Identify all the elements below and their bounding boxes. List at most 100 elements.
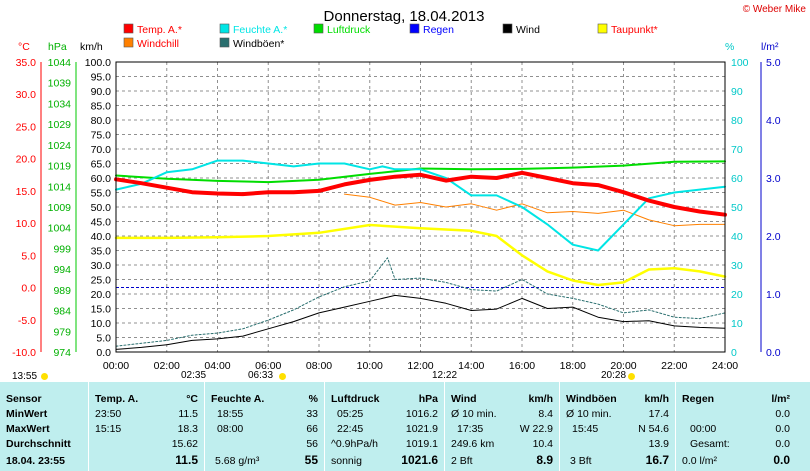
- humidity-tick-label: 40: [731, 231, 743, 243]
- temp-min-value: 11.5: [178, 408, 198, 420]
- legend-swatch: [219, 37, 230, 48]
- x-tick-label: 08:00: [306, 360, 332, 372]
- x-tick-label: 16:00: [509, 360, 535, 372]
- speed-tick-label: 75.0: [91, 130, 112, 142]
- wind-beaufort: 2 Bft: [451, 455, 473, 467]
- series-windb-en-line: [115, 257, 726, 347]
- legend-swatch: [123, 23, 134, 34]
- pressure-max-value: 1021.9: [405, 423, 438, 435]
- rain-tick-label: 5.0: [766, 57, 781, 69]
- wind-max-value: W 22.9: [519, 423, 553, 435]
- pressure-tick-label: 974: [53, 347, 71, 359]
- temp-tick-label: -10.0: [12, 347, 36, 359]
- rain-max-value: 0.0: [775, 423, 790, 435]
- speed-unit-label: km/h: [80, 41, 103, 53]
- humidity-tick-label: 20: [731, 289, 743, 301]
- temp-tick-label: 10.0: [16, 218, 37, 230]
- sun-icon: [279, 373, 286, 380]
- pressure-min-value: 1016.2: [405, 408, 438, 420]
- legend-label: Windchill: [137, 38, 179, 50]
- rain-current-value: 0.0: [773, 453, 790, 467]
- temp-tick-label: 20.0: [16, 154, 37, 166]
- x-tick-label: 14:00: [458, 360, 484, 372]
- axes: 35.0 30.0 25.0 20.0 15.0 10.0 5.0 0.0 -5.0 -10.0 1…: [12, 57, 781, 372]
- pressure-trend: ^0.9hPa/h: [331, 438, 378, 450]
- gust-column: Windböen km/h Ø 10 min. 17.4 15:45 N 54.…: [560, 382, 675, 471]
- pressure-min-time: 05:25: [337, 408, 364, 420]
- rain-tick-label: 4.0: [766, 115, 781, 127]
- pressure-unit-label: hPa: [48, 41, 67, 53]
- rain-header: Regen: [682, 393, 715, 405]
- legend-swatch: [219, 23, 230, 34]
- wind-unit: km/h: [528, 393, 553, 405]
- speed-tick-label: 5.0: [96, 333, 111, 345]
- humidity-tick-label: 70: [731, 144, 743, 156]
- gust-max-time: 15:45: [572, 423, 599, 435]
- temp-tick-label: -5.0: [18, 315, 36, 327]
- x-tick-label: 10:00: [357, 360, 383, 372]
- stats-table: Sensor MinWert MaxWert Durchschnitt 18.0…: [0, 382, 810, 471]
- series-taupunkt-line: [114, 223, 727, 287]
- copyright-text: © Weber Mike: [743, 4, 807, 15]
- wind-avg-value: 10.4: [532, 438, 553, 450]
- gust-avg-label: Ø 10 min.: [566, 408, 612, 420]
- weather-chart: Donnerstag, 18.04.2013 © Weber Mike Temp…: [12, 4, 807, 372]
- rain-total-label: Gesamt:: [690, 438, 730, 450]
- chart-title: Donnerstag, 18.04.2013: [324, 8, 485, 25]
- legend-swatch: [597, 23, 608, 34]
- x-tick-label: 04:00: [204, 360, 230, 372]
- pressure-avg-value: 1019.1: [405, 438, 438, 450]
- legend-swatch: [409, 23, 420, 34]
- speed-tick-label: 40.0: [91, 231, 112, 243]
- humidity-tick-label: 0: [731, 347, 737, 359]
- humidity-max-value: 66: [306, 423, 318, 435]
- x-tick-label: 00:00: [103, 360, 129, 372]
- rain-column: Regen l/m² 0.0 00:00 0.0 Gesamt: 0.0 0.0…: [676, 382, 796, 471]
- humidity-min-time: 18:55: [217, 408, 244, 420]
- wind-avg10-value: 8.4: [538, 408, 553, 420]
- pressure-tick-label: 1014: [48, 181, 72, 193]
- rain-unit: l/m²: [771, 393, 790, 405]
- pressure-tick-label: 1039: [48, 78, 72, 90]
- legend-label: Temp. A.*: [137, 24, 182, 36]
- speed-tick-label: 80.0: [91, 115, 112, 127]
- plot-area-border: [115, 61, 726, 353]
- sunrise-marker: 02:35: [181, 370, 207, 381]
- speed-tick-label: 45.0: [91, 217, 112, 229]
- temp-max-value: 18.3: [177, 423, 198, 435]
- temp-unit-label: °C: [18, 41, 30, 53]
- humidity-tick-label: 60: [731, 173, 743, 185]
- sunset-marker: 20:28: [601, 370, 627, 381]
- speed-tick-label: 15.0: [91, 304, 112, 316]
- sun-icon: [628, 373, 635, 380]
- pressure-tick-label: 989: [53, 285, 71, 297]
- wind-current-value: 8.9: [536, 453, 553, 467]
- temp-tick-label: 5.0: [21, 250, 36, 262]
- wind-avg-label: Ø 10 min.: [451, 408, 497, 420]
- speed-tick-label: 90.0: [91, 86, 112, 98]
- speed-tick-label: 35.0: [91, 246, 112, 258]
- humidity-tick-label: 50: [731, 202, 743, 214]
- legend-swatch: [313, 23, 324, 34]
- humidity-current-value: 55: [304, 453, 318, 467]
- sunrise2-marker: 06:33: [248, 370, 274, 381]
- pressure-tick-label: 984: [53, 306, 71, 318]
- sensor-column: Sensor MinWert MaxWert Durchschnitt 18.0…: [0, 382, 88, 471]
- rain-tick-label: 0.0: [766, 347, 781, 359]
- sensor-header: Sensor: [6, 393, 42, 405]
- humidity-header: Feuchte A.: [211, 393, 265, 405]
- row-label-current: 18.04. 23:55: [6, 455, 65, 467]
- humidity-column: Feuchte A. % 18:55 33 08:00 66 56 5.68 g…: [205, 382, 324, 471]
- pressure-unit: hPa: [418, 393, 438, 405]
- x-tick-label: 22:00: [661, 360, 687, 372]
- temp-column: Temp. A. °C 23:50 11.5 15:15 18.3 15.62 …: [89, 382, 204, 471]
- series-windchill-line: [343, 193, 726, 227]
- legend-label: Wind: [516, 24, 540, 36]
- pressure-header: Luftdruck: [331, 393, 380, 405]
- wind-column: Wind km/h Ø 10 min. 8.4 17:35 W 22.9 249…: [445, 382, 559, 471]
- humidity-unit: %: [308, 393, 318, 405]
- temp-unit: °C: [186, 393, 198, 405]
- temp-min-time: 23:50: [95, 408, 122, 420]
- x-tick-label: 24:00: [712, 360, 738, 372]
- legend: Temp. A.* Feuchte A.* Luftdruck Regen Wind Ta…: [123, 23, 658, 50]
